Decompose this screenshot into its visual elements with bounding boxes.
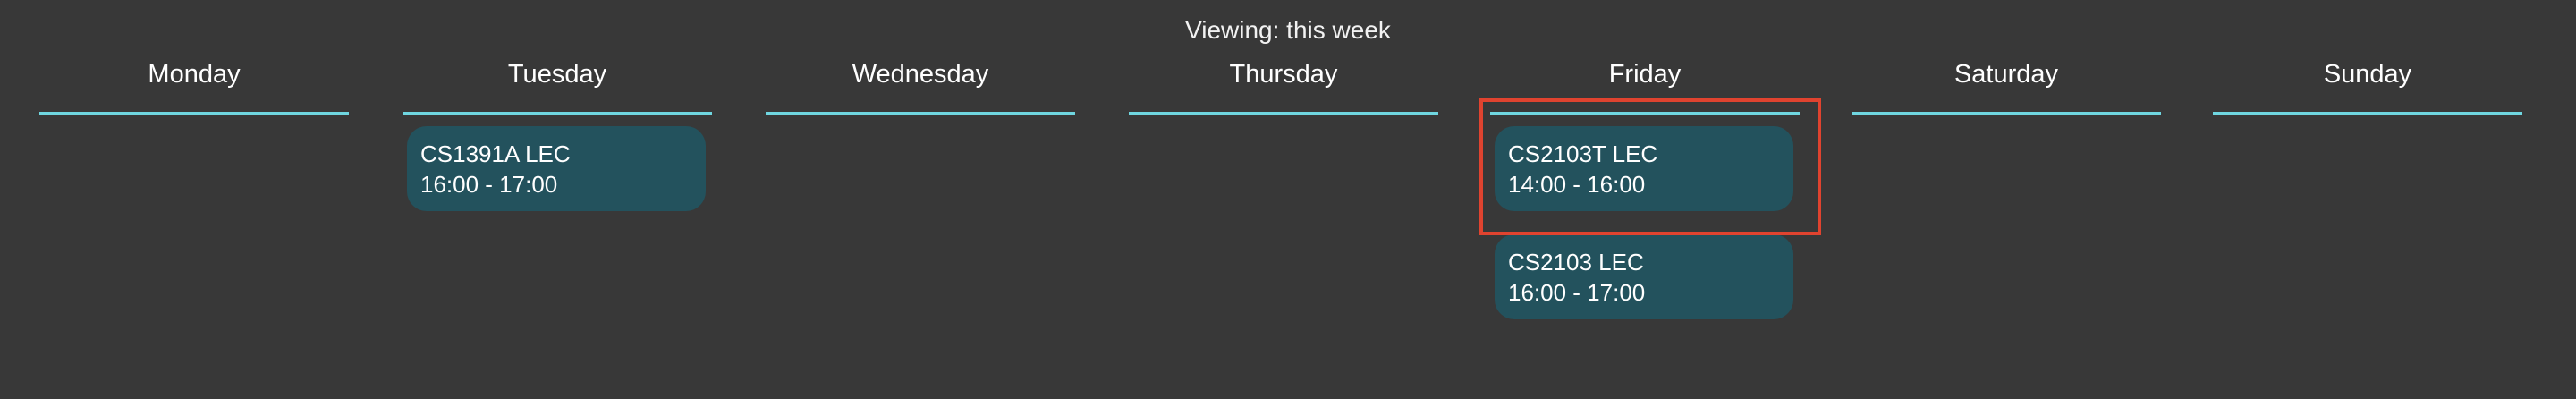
day-divider bbox=[1490, 112, 1800, 115]
event-card-cs1391a-lec[interactable]: CS1391A LEC 16:00 - 17:00 bbox=[407, 126, 706, 211]
day-column-wednesday: Wednesday bbox=[766, 55, 1075, 115]
event-title: CS1391A LEC bbox=[420, 140, 571, 167]
day-column-saturday: Saturday bbox=[1852, 55, 2161, 115]
day-header-wednesday: Wednesday bbox=[852, 60, 989, 89]
day-column-friday: Friday bbox=[1490, 55, 1800, 115]
day-divider bbox=[2213, 112, 2522, 115]
event-time: 14:00 - 16:00 bbox=[1508, 171, 1646, 198]
event-time: 16:00 - 17:00 bbox=[420, 171, 558, 198]
day-column-tuesday: Tuesday bbox=[402, 55, 712, 115]
day-divider bbox=[1852, 112, 2161, 115]
view-title: Viewing: this week bbox=[1185, 16, 1391, 44]
event-title: CS2103 LEC bbox=[1508, 249, 1644, 276]
day-divider bbox=[39, 112, 349, 115]
day-column-monday: Monday bbox=[39, 55, 349, 115]
event-card-cs2103-lec[interactable]: CS2103 LEC 16:00 - 17:00 bbox=[1495, 234, 1793, 319]
day-header-saturday: Saturday bbox=[1953, 60, 2059, 89]
day-header-tuesday: Tuesday bbox=[507, 60, 607, 89]
day-divider bbox=[402, 112, 712, 115]
day-header-thursday: Thursday bbox=[1229, 60, 1338, 89]
day-header-friday: Friday bbox=[1608, 60, 1682, 89]
day-divider bbox=[766, 112, 1075, 115]
event-title: CS2103T LEC bbox=[1508, 140, 1658, 167]
day-column-thursday: Thursday bbox=[1129, 55, 1438, 115]
event-card-cs2103t-lec[interactable]: CS2103T LEC 14:00 - 16:00 bbox=[1495, 126, 1793, 211]
day-column-sunday: Sunday bbox=[2213, 55, 2522, 115]
day-header-sunday: Sunday bbox=[2323, 60, 2412, 89]
day-divider bbox=[1129, 112, 1438, 115]
day-header-monday: Monday bbox=[148, 60, 241, 89]
event-time: 16:00 - 17:00 bbox=[1508, 279, 1646, 306]
